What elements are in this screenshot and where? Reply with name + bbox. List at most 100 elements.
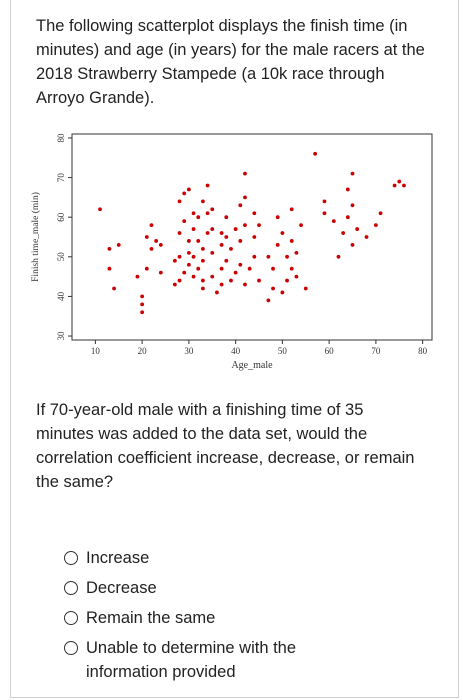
data-point — [373, 223, 378, 228]
x-tick-label: 60 — [325, 346, 335, 356]
data-point — [196, 239, 201, 243]
data-point — [364, 235, 369, 239]
data-point — [397, 179, 402, 184]
data-point — [224, 215, 229, 220]
data-point — [233, 227, 238, 231]
data-point — [186, 262, 191, 267]
radio-icon[interactable] — [64, 551, 78, 565]
data-point — [191, 274, 196, 279]
data-point — [345, 215, 350, 220]
data-point — [271, 266, 275, 271]
data-point — [238, 239, 243, 243]
data-point — [205, 231, 210, 235]
data-point — [257, 278, 261, 283]
x-tick-label: 80 — [418, 346, 428, 356]
x-tick-label: 50 — [278, 346, 288, 356]
data-point — [402, 183, 406, 188]
option-label: Decrease — [86, 579, 157, 597]
data-point — [107, 266, 112, 271]
data-point — [196, 215, 201, 220]
option-remain-same[interactable]: Remain the same — [64, 606, 364, 630]
data-point — [257, 223, 261, 228]
data-point — [219, 266, 224, 271]
data-point — [177, 254, 182, 259]
data-point — [182, 191, 187, 196]
data-point — [205, 211, 210, 216]
data-point — [186, 239, 191, 243]
data-point — [205, 183, 210, 188]
data-point — [172, 282, 177, 287]
radio-icon[interactable] — [64, 581, 78, 595]
radio-icon[interactable] — [64, 611, 78, 625]
x-tick-label: 70 — [371, 346, 381, 356]
y-tick-label: 30 — [56, 331, 66, 341]
question-prompt: If 70-year-old male with a finishing tim… — [36, 401, 415, 491]
data-point — [201, 258, 205, 263]
data-point — [201, 286, 205, 291]
data-point — [378, 211, 383, 216]
data-point — [158, 270, 163, 275]
data-point — [210, 250, 215, 255]
card-border — [10, 0, 459, 698]
radio-icon[interactable] — [64, 641, 78, 655]
data-point — [280, 231, 285, 235]
option-decrease[interactable]: Decrease — [64, 576, 364, 600]
data-point — [350, 203, 355, 208]
y-tick-label: 50 — [56, 252, 66, 261]
scatterplot-svg: 30 40 50 60 70 80 10 20 30 40 50 60 70 80 Age_male F… — [30, 133, 433, 371]
data-point — [243, 223, 247, 228]
option-increase[interactable]: Increase — [64, 546, 364, 570]
x-axis: 10 20 30 40 50 60 70 80 — [91, 340, 428, 356]
data-point — [191, 211, 196, 216]
data-point — [266, 254, 271, 259]
data-point — [112, 286, 116, 291]
data-point — [350, 243, 355, 247]
option-unable-to-determine[interactable]: Unable to determine with the information… — [64, 636, 364, 684]
data-point — [186, 250, 191, 255]
data-point — [266, 298, 271, 303]
data-point — [135, 274, 140, 279]
data-point — [210, 207, 215, 212]
x-tick-label: 30 — [184, 346, 194, 356]
data-point — [182, 219, 187, 224]
data-point — [243, 282, 247, 287]
data-point — [219, 282, 224, 287]
y-tick-label: 60 — [56, 212, 66, 222]
y-tick-label: 40 — [56, 291, 66, 301]
plot-frame — [71, 133, 433, 341]
data-point — [243, 171, 247, 176]
data-point — [299, 223, 303, 228]
data-point — [355, 227, 360, 231]
data-point — [158, 243, 163, 247]
data-point — [303, 286, 308, 291]
data-point — [345, 187, 350, 192]
x-axis-label: Age_male — [231, 360, 273, 371]
data-point — [107, 246, 112, 251]
data-point — [116, 243, 121, 247]
data-point — [252, 211, 257, 216]
data-point — [243, 195, 247, 200]
data-point — [280, 290, 285, 295]
answer-options: Increase Decrease Remain the same Unable… — [64, 546, 364, 690]
data-point — [392, 183, 397, 188]
data-point — [140, 294, 145, 299]
data-point — [140, 302, 145, 307]
y-axis: 30 40 50 60 70 80 — [56, 133, 72, 341]
data-point — [313, 151, 318, 156]
data-point — [201, 278, 205, 283]
data-points — [98, 151, 406, 315]
data-point — [331, 219, 336, 224]
data-point — [294, 250, 299, 255]
question-intro: The following scatterplot displays the f… — [36, 17, 425, 107]
data-point — [275, 215, 280, 220]
data-point — [182, 270, 187, 275]
data-point — [219, 243, 224, 247]
data-point — [247, 266, 252, 271]
data-point — [201, 199, 205, 204]
data-point — [350, 171, 355, 176]
data-point — [294, 274, 299, 279]
data-point — [285, 278, 289, 283]
data-point — [238, 262, 243, 267]
data-point — [285, 254, 289, 259]
data-point — [229, 278, 233, 283]
